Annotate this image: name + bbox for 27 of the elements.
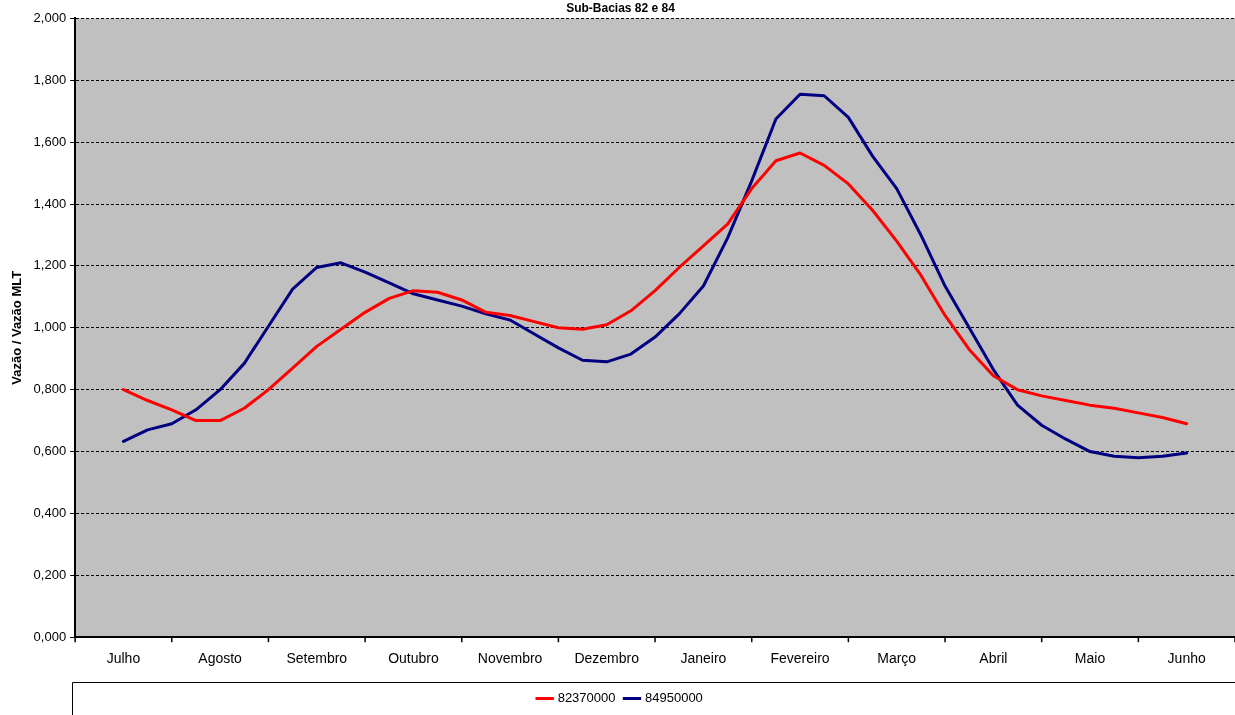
x-tick-label: Dezembro: [574, 650, 640, 667]
legend-label: 84950000: [645, 690, 703, 706]
x-tick-label: Fevereiro: [770, 650, 830, 667]
y-tick-label: 0,000: [33, 628, 67, 644]
chart-title: Sub-Bacias 82 e 84: [566, 0, 676, 15]
x-tick-label: Julho: [106, 650, 141, 667]
x-tick-label: Outubro: [388, 650, 439, 667]
y-tick-label: 1,000: [33, 319, 67, 335]
y-tick-label: 1,800: [33, 71, 67, 87]
legend-label: 82370000: [557, 690, 616, 706]
x-tick-label: Março: [877, 650, 917, 667]
y-tick-label: 1,400: [33, 195, 67, 211]
y-tick-label: 1,200: [33, 257, 67, 273]
y-tick-label: 2,000: [33, 9, 67, 25]
x-tick-label: Abril: [979, 650, 1008, 667]
y-tick-label: 0,800: [33, 381, 67, 397]
y-tick-label: 1,600: [33, 133, 67, 149]
x-tick-label: Junho: [1167, 650, 1206, 667]
y-tick-label: 0,400: [33, 505, 67, 521]
x-tick-label: Setembro: [286, 650, 348, 667]
x-tick-label: Agosto: [198, 650, 243, 667]
x-tick-label: Maio: [1074, 650, 1106, 667]
y-axis-title: Vazão / Vazão MLT: [9, 270, 25, 385]
y-tick-label: 0,200: [33, 566, 67, 582]
x-tick-label: Janeiro: [680, 650, 727, 667]
y-tick-label: 0,600: [33, 443, 67, 459]
x-tick-label: Novembro: [477, 650, 543, 667]
